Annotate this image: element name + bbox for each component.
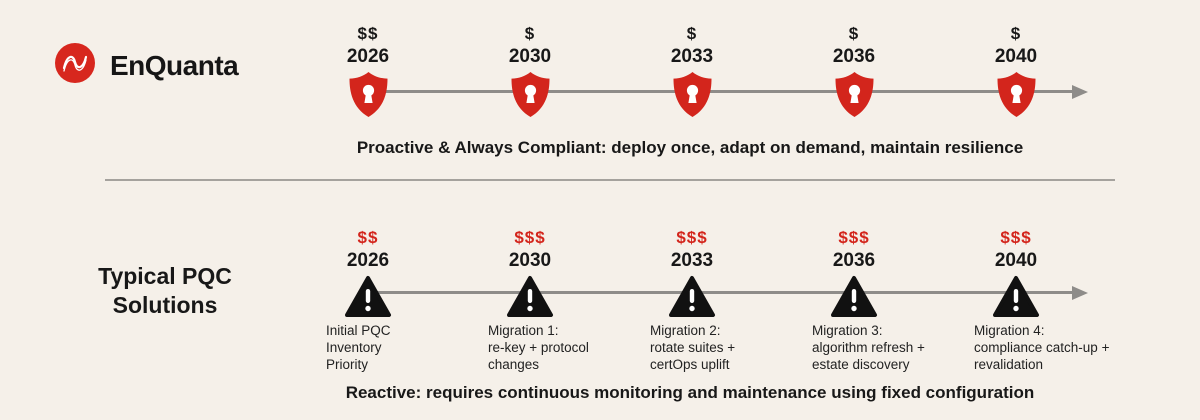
top-timeline-axis [368,90,1072,93]
bottom-timeline-owner-label: Typical PQC Solutions [98,263,232,318]
logo-wordmark: EnQuanta [110,49,239,81]
milestone-cost: $ [686,24,698,43]
milestone-cost: $$$ [1000,228,1032,247]
timeline-milestone: $$$ 2030 Migration 1: re-key + protocol … [450,228,610,373]
milestone-year: 2030 [508,250,552,271]
timeline-milestone: $$ 2026 [288,24,448,118]
milestone-year: 2040 [994,46,1038,67]
warning-triangle-icon [450,275,610,318]
timeline-milestone: $ 2033 [612,24,772,118]
milestone-cost: $$$ [838,228,870,247]
shield-lock-icon [774,71,934,118]
top-timeline-arrowhead-icon [1072,84,1088,99]
timeline-milestone: $$$ 2033 Migration 2: rotate suites + ce… [612,228,772,373]
shield-lock-icon [936,71,1096,118]
milestone-description: Migration 1: re-key + protocol changes [488,323,589,372]
milestone-year: 2036 [832,46,876,67]
warning-triangle-icon [288,275,448,318]
timeline-milestone: $$ 2026 Initial PQC Inventory Priority [288,228,448,373]
milestone-cost: $ [1010,24,1022,43]
milestone-description: Migration 2: rotate suites + certOps upl… [650,323,736,372]
warning-triangle-icon [936,275,1096,318]
milestone-cost: $$$ [676,228,708,247]
timeline-milestone: $ 2036 [774,24,934,118]
timeline-milestone: $$$ 2036 Migration 3: algorithm refresh … [774,228,934,373]
milestone-cost: $ [524,24,536,43]
milestone-description: Initial PQC Inventory Priority [326,323,391,372]
milestone-cost: $$ [357,24,379,43]
milestone-year: 2033 [670,250,714,271]
milestone-year: 2033 [670,46,714,67]
bottom-timeline-axis [368,291,1072,294]
milestone-cost: $ [848,24,860,43]
milestone-description: Migration 4: compliance catch-up + reval… [974,323,1110,372]
bottom-timeline-caption: Reactive: requires continuous monitoring… [345,383,1035,402]
shield-lock-icon [288,71,448,118]
top-timeline-caption: Proactive & Always Compliant: deploy onc… [356,138,1024,157]
milestone-description: Migration 3: algorithm refresh + estate … [812,323,925,372]
timeline-milestone: $ 2040 [936,24,1096,118]
timeline-milestone: $$$ 2040 Migration 4: compliance catch-u… [936,228,1109,373]
warning-triangle-icon [774,275,934,318]
bottom-timeline-arrowhead-icon [1072,285,1088,300]
shield-lock-icon [450,71,610,118]
warning-triangle-icon [612,275,772,318]
milestone-cost: $$ [357,228,379,247]
milestone-year: 2036 [832,250,876,271]
timeline-milestone: $ 2030 [450,24,610,118]
milestone-year: 2026 [346,46,390,67]
wave-logo-icon [54,42,96,89]
milestone-year: 2026 [346,250,390,271]
milestone-cost: $$$ [514,228,546,247]
milestone-year: 2030 [508,46,552,67]
milestone-year: 2040 [994,250,1038,271]
enquanta-logo: EnQuanta [54,42,239,89]
section-divider [105,179,1115,181]
shield-lock-icon [612,71,772,118]
